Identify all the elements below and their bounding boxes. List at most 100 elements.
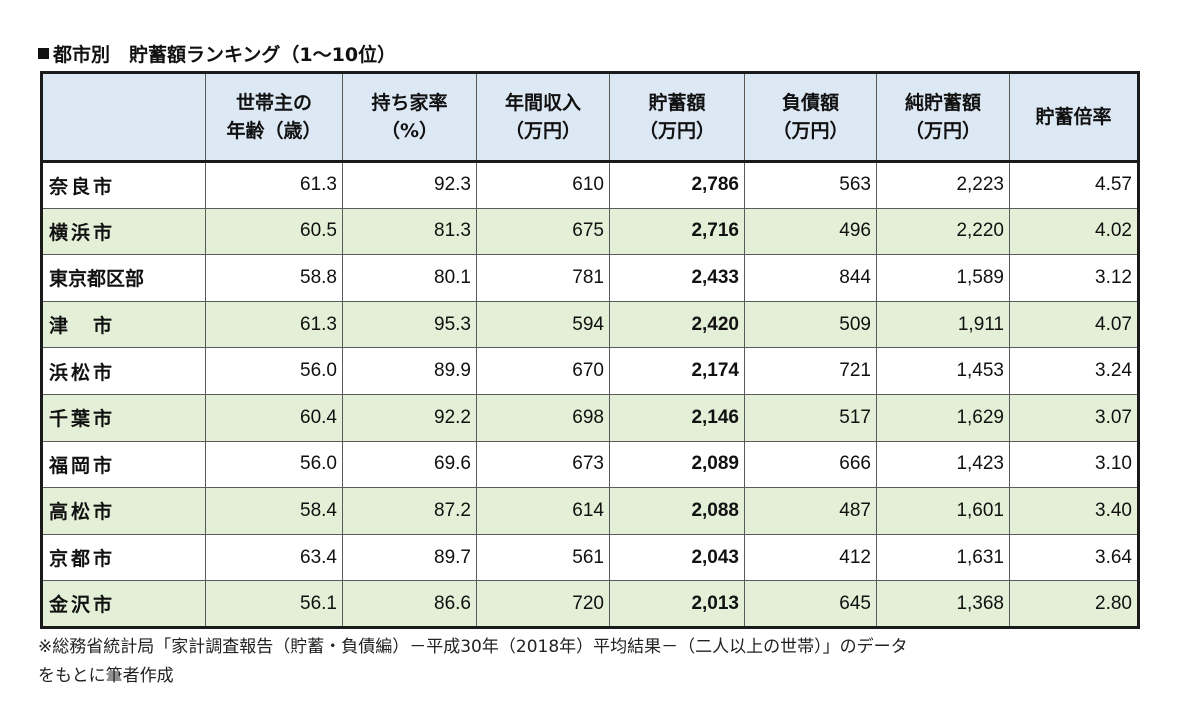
cell-income: 673	[476, 440, 610, 489]
header-label: 負債額	[781, 92, 839, 114]
table-header-row: 世帯主の 年齢（歳） 持ち家率 （%） 年間収入 （万円） 貯蓄額 （万円） 負債額 （万…	[41, 72, 1139, 163]
cell-city: 千葉市	[41, 393, 206, 442]
table-row: 京都市 63.4 89.7 561 2,043 412 1,631 3.64	[41, 533, 1139, 582]
cell-net-savings: 1,629	[876, 393, 1010, 442]
header-annual-income: 年間収入 （万円）	[476, 72, 610, 163]
cell-savings: 2,088	[609, 487, 745, 535]
cell-city: 横浜市	[41, 207, 206, 256]
source-footnote: ※総務省統計局「家計調査報告（貯蓄・負債編）－平成30年（2018年）平均結果－…	[38, 633, 1148, 691]
table-row: 千葉市 60.4 92.2 698 2,146 517 1,629 3.07	[41, 393, 1139, 442]
cell-debt: 509	[744, 300, 877, 349]
cell-city: 浜松市	[41, 347, 206, 395]
cell-savings: 2,716	[609, 207, 745, 256]
cell-ratio: 3.07	[1009, 393, 1139, 442]
cell-home-rate: 80.1	[342, 254, 477, 302]
header-label: 純貯蓄額	[904, 92, 981, 114]
cell-age: 60.4	[205, 393, 343, 442]
cell-ratio: 3.24	[1009, 347, 1139, 395]
table-row: 横浜市 60.5 81.3 675 2,716 496 2,220 4.02	[41, 207, 1139, 256]
cell-income: 781	[476, 254, 610, 302]
cell-city: 金沢市	[41, 580, 206, 628]
header-label: 持ち家率	[371, 92, 448, 114]
header-net-savings: 純貯蓄額 （万円）	[876, 72, 1010, 163]
cell-debt: 645	[744, 580, 877, 628]
footnote-line-2: をもとに筆者作成	[38, 666, 174, 686]
cell-net-savings: 1,631	[876, 533, 1010, 582]
cell-debt: 563	[744, 161, 877, 209]
cell-ratio: 4.07	[1009, 300, 1139, 349]
header-label: 世帯主の	[235, 92, 312, 114]
cell-home-rate: 86.6	[342, 580, 477, 628]
cell-ratio: 3.64	[1009, 533, 1139, 582]
cell-age: 61.3	[205, 161, 343, 209]
header-unit: 年齢（歳）	[226, 120, 322, 142]
header-label: 貯蓄倍率	[1035, 106, 1112, 128]
cell-debt: 517	[744, 393, 877, 442]
cell-debt: 496	[744, 207, 877, 256]
table-row: 浜松市 56.0 89.9 670 2,174 721 1,453 3.24	[41, 347, 1139, 395]
cell-home-rate: 89.7	[342, 533, 477, 582]
header-city	[41, 72, 206, 163]
cell-city: 津 市	[41, 300, 206, 349]
cell-home-rate: 95.3	[342, 300, 477, 349]
cell-income: 614	[476, 487, 610, 535]
cell-debt: 844	[744, 254, 877, 302]
cell-ratio: 2.80	[1009, 580, 1139, 628]
cell-age: 56.0	[205, 440, 343, 489]
cell-home-rate: 89.9	[342, 347, 477, 395]
cell-city: 福岡市	[41, 440, 206, 489]
cell-net-savings: 1,589	[876, 254, 1010, 302]
header-debt: 負債額 （万円）	[744, 72, 877, 163]
cell-age: 56.1	[205, 580, 343, 628]
cell-debt: 721	[744, 347, 877, 395]
cell-income: 670	[476, 347, 610, 395]
savings-ranking-table: 世帯主の 年齢（歳） 持ち家率 （%） 年間収入 （万円） 貯蓄額 （万円） 負債額 （万…	[40, 71, 1140, 629]
cell-ratio: 3.10	[1009, 440, 1139, 489]
header-home-ownership-rate: 持ち家率 （%）	[342, 72, 477, 163]
cell-ratio: 3.40	[1009, 487, 1139, 535]
cell-income: 675	[476, 207, 610, 256]
cell-net-savings: 2,220	[876, 207, 1010, 256]
cell-ratio: 4.57	[1009, 161, 1139, 209]
header-label: 年間収入	[504, 92, 581, 114]
cell-savings: 2,174	[609, 347, 745, 395]
cell-income: 720	[476, 580, 610, 628]
table-row: 奈良市 61.3 92.3 610 2,786 563 2,223 4.57	[41, 161, 1139, 209]
cell-city: 東京都区部	[41, 254, 206, 302]
cell-age: 58.8	[205, 254, 343, 302]
header-householder-age: 世帯主の年齢（歳）	[205, 72, 343, 163]
header-savings-ratio: 貯蓄倍率	[1009, 72, 1139, 163]
table-row: 津 市 61.3 95.3 594 2,420 509 1,911 4.07	[41, 300, 1139, 349]
cell-home-rate: 69.6	[342, 440, 477, 489]
cell-city: 高松市	[41, 487, 206, 535]
cell-home-rate: 87.2	[342, 487, 477, 535]
header-unit: （万円）	[904, 120, 981, 142]
cell-savings: 2,433	[609, 254, 745, 302]
cell-income: 561	[476, 533, 610, 582]
table-row: 東京都区部 58.8 80.1 781 2,433 844 1,589 3.12	[41, 254, 1139, 302]
cell-debt: 412	[744, 533, 877, 582]
cell-home-rate: 92.2	[342, 393, 477, 442]
page-title: 都市別 貯蓄額ランキング（1～10位）	[38, 40, 396, 67]
cell-home-rate: 92.3	[342, 161, 477, 209]
cell-net-savings: 1,601	[876, 487, 1010, 535]
cell-net-savings: 1,423	[876, 440, 1010, 489]
header-label: 貯蓄額	[648, 92, 706, 114]
cell-income: 610	[476, 161, 610, 209]
cell-savings: 2,786	[609, 161, 745, 209]
footnote-line-1: ※総務省統計局「家計調査報告（貯蓄・負債編）－平成30年（2018年）平均結果－…	[38, 637, 908, 657]
cell-age: 60.5	[205, 207, 343, 256]
header-unit: （%）	[380, 120, 439, 142]
cell-net-savings: 1,368	[876, 580, 1010, 628]
table-row: 福岡市 56.0 69.6 673 2,089 666 1,423 3.10	[41, 440, 1139, 489]
cell-savings: 2,013	[609, 580, 745, 628]
header-unit: （万円）	[504, 120, 581, 142]
cell-net-savings: 2,223	[876, 161, 1010, 209]
cell-age: 61.3	[205, 300, 343, 349]
cell-age: 58.4	[205, 487, 343, 535]
table-row: 金沢市 56.1 86.6 720 2,013 645 1,368 2.80	[41, 580, 1139, 628]
cell-city: 奈良市	[41, 161, 206, 209]
cell-savings: 2,043	[609, 533, 745, 582]
cell-savings: 2,420	[609, 300, 745, 349]
cell-savings: 2,089	[609, 440, 745, 489]
